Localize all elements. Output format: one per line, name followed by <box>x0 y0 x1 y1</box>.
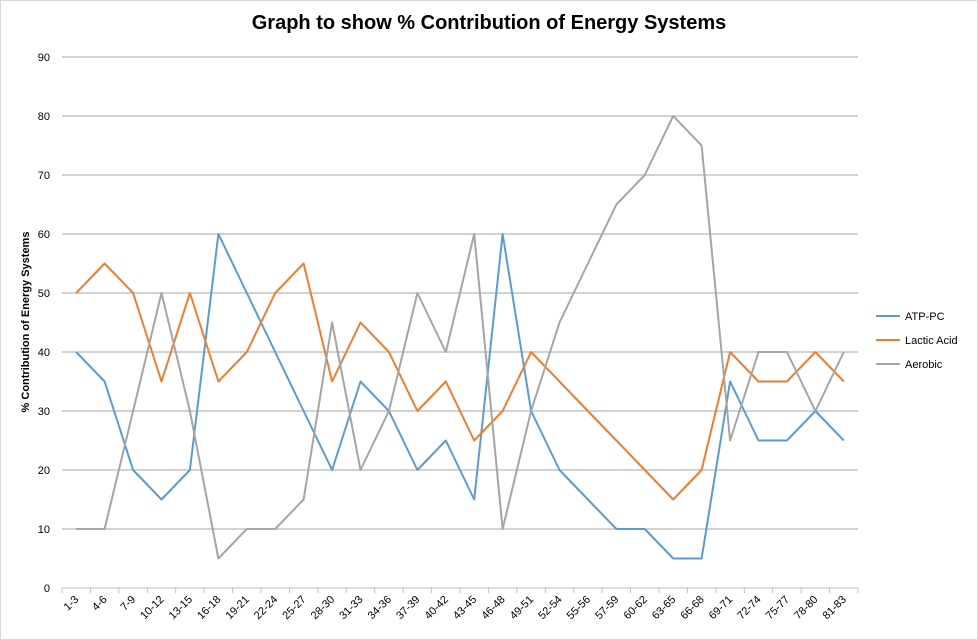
legend-label: ATP-PC <box>905 311 945 323</box>
x-tick-label: 46-48 <box>479 594 507 622</box>
x-axis-ticks: 1-3 4-6 7-9 10-12 13-15 16-18 19-21 22-24 25-27 2… <box>61 588 859 622</box>
x-tick-label: 10-12 <box>138 594 166 622</box>
x-tick-label: 52-54 <box>536 594 564 622</box>
x-tick-label: 81-83 <box>821 594 849 622</box>
x-tick-label: 25-27 <box>280 594 308 622</box>
x-tick-label: 72-74 <box>735 594 763 622</box>
x-tick-label: 63-65 <box>650 594 678 622</box>
legend-label: Lactic Acid <box>905 335 958 347</box>
x-tick-label: 66-68 <box>678 594 706 622</box>
y-axis-ticks: 0 10 20 30 40 50 60 70 80 90 <box>38 52 50 595</box>
y-tick-label: 90 <box>38 52 50 64</box>
legend-label: Aerobic <box>905 359 943 371</box>
y-tick-label: 50 <box>38 288 50 300</box>
x-tick-label: 7-9 <box>118 594 138 614</box>
x-tick-label: 19-21 <box>224 594 252 622</box>
y-tick-label: 40 <box>38 347 50 359</box>
x-tick-label: 34-36 <box>366 594 394 622</box>
x-tick-label: 57-59 <box>593 594 621 622</box>
y-tick-label: 10 <box>38 524 50 536</box>
y-tick-label: 20 <box>38 465 50 477</box>
x-tick-label: 28-30 <box>309 594 337 622</box>
y-tick-label: 80 <box>38 111 50 123</box>
x-tick-label: 49-51 <box>508 594 536 622</box>
x-tick-label: 22-24 <box>252 594 280 622</box>
x-tick-label: 40-42 <box>423 594 451 622</box>
x-tick-label: 16-18 <box>195 594 223 622</box>
y-tick-label: 70 <box>38 170 50 182</box>
x-tick-label: 69-71 <box>707 594 735 622</box>
y-tick-label: 0 <box>44 583 50 595</box>
y-axis-label: % Contribution of Energy Systems <box>20 232 32 413</box>
y-tick-label: 30 <box>38 406 50 418</box>
series-line-aerobic <box>76 115 845 560</box>
x-tick-label: 75-77 <box>764 594 792 622</box>
x-tick-label: 1-3 <box>62 594 82 614</box>
series-lines <box>75 115 845 560</box>
x-tick-label: 13-15 <box>167 594 195 622</box>
series-line-atp-pc <box>75 233 845 560</box>
x-tick-label: 60-62 <box>622 594 650 622</box>
x-tick-label: 4-6 <box>90 594 110 614</box>
x-tick-label: 78-80 <box>792 594 820 622</box>
x-tick-label: 37-39 <box>394 594 422 622</box>
chart-title: Graph to show % Contribution of Energy S… <box>251 12 727 34</box>
x-tick-label: 31-33 <box>337 594 365 622</box>
series-line-lactic-acid <box>75 262 845 501</box>
x-tick-label: 55-56 <box>565 594 593 622</box>
legend: ATP-PC Lactic Acid Aerobic <box>876 311 958 371</box>
y-tick-label: 60 <box>38 229 50 241</box>
x-tick-label: 43-45 <box>451 594 479 622</box>
